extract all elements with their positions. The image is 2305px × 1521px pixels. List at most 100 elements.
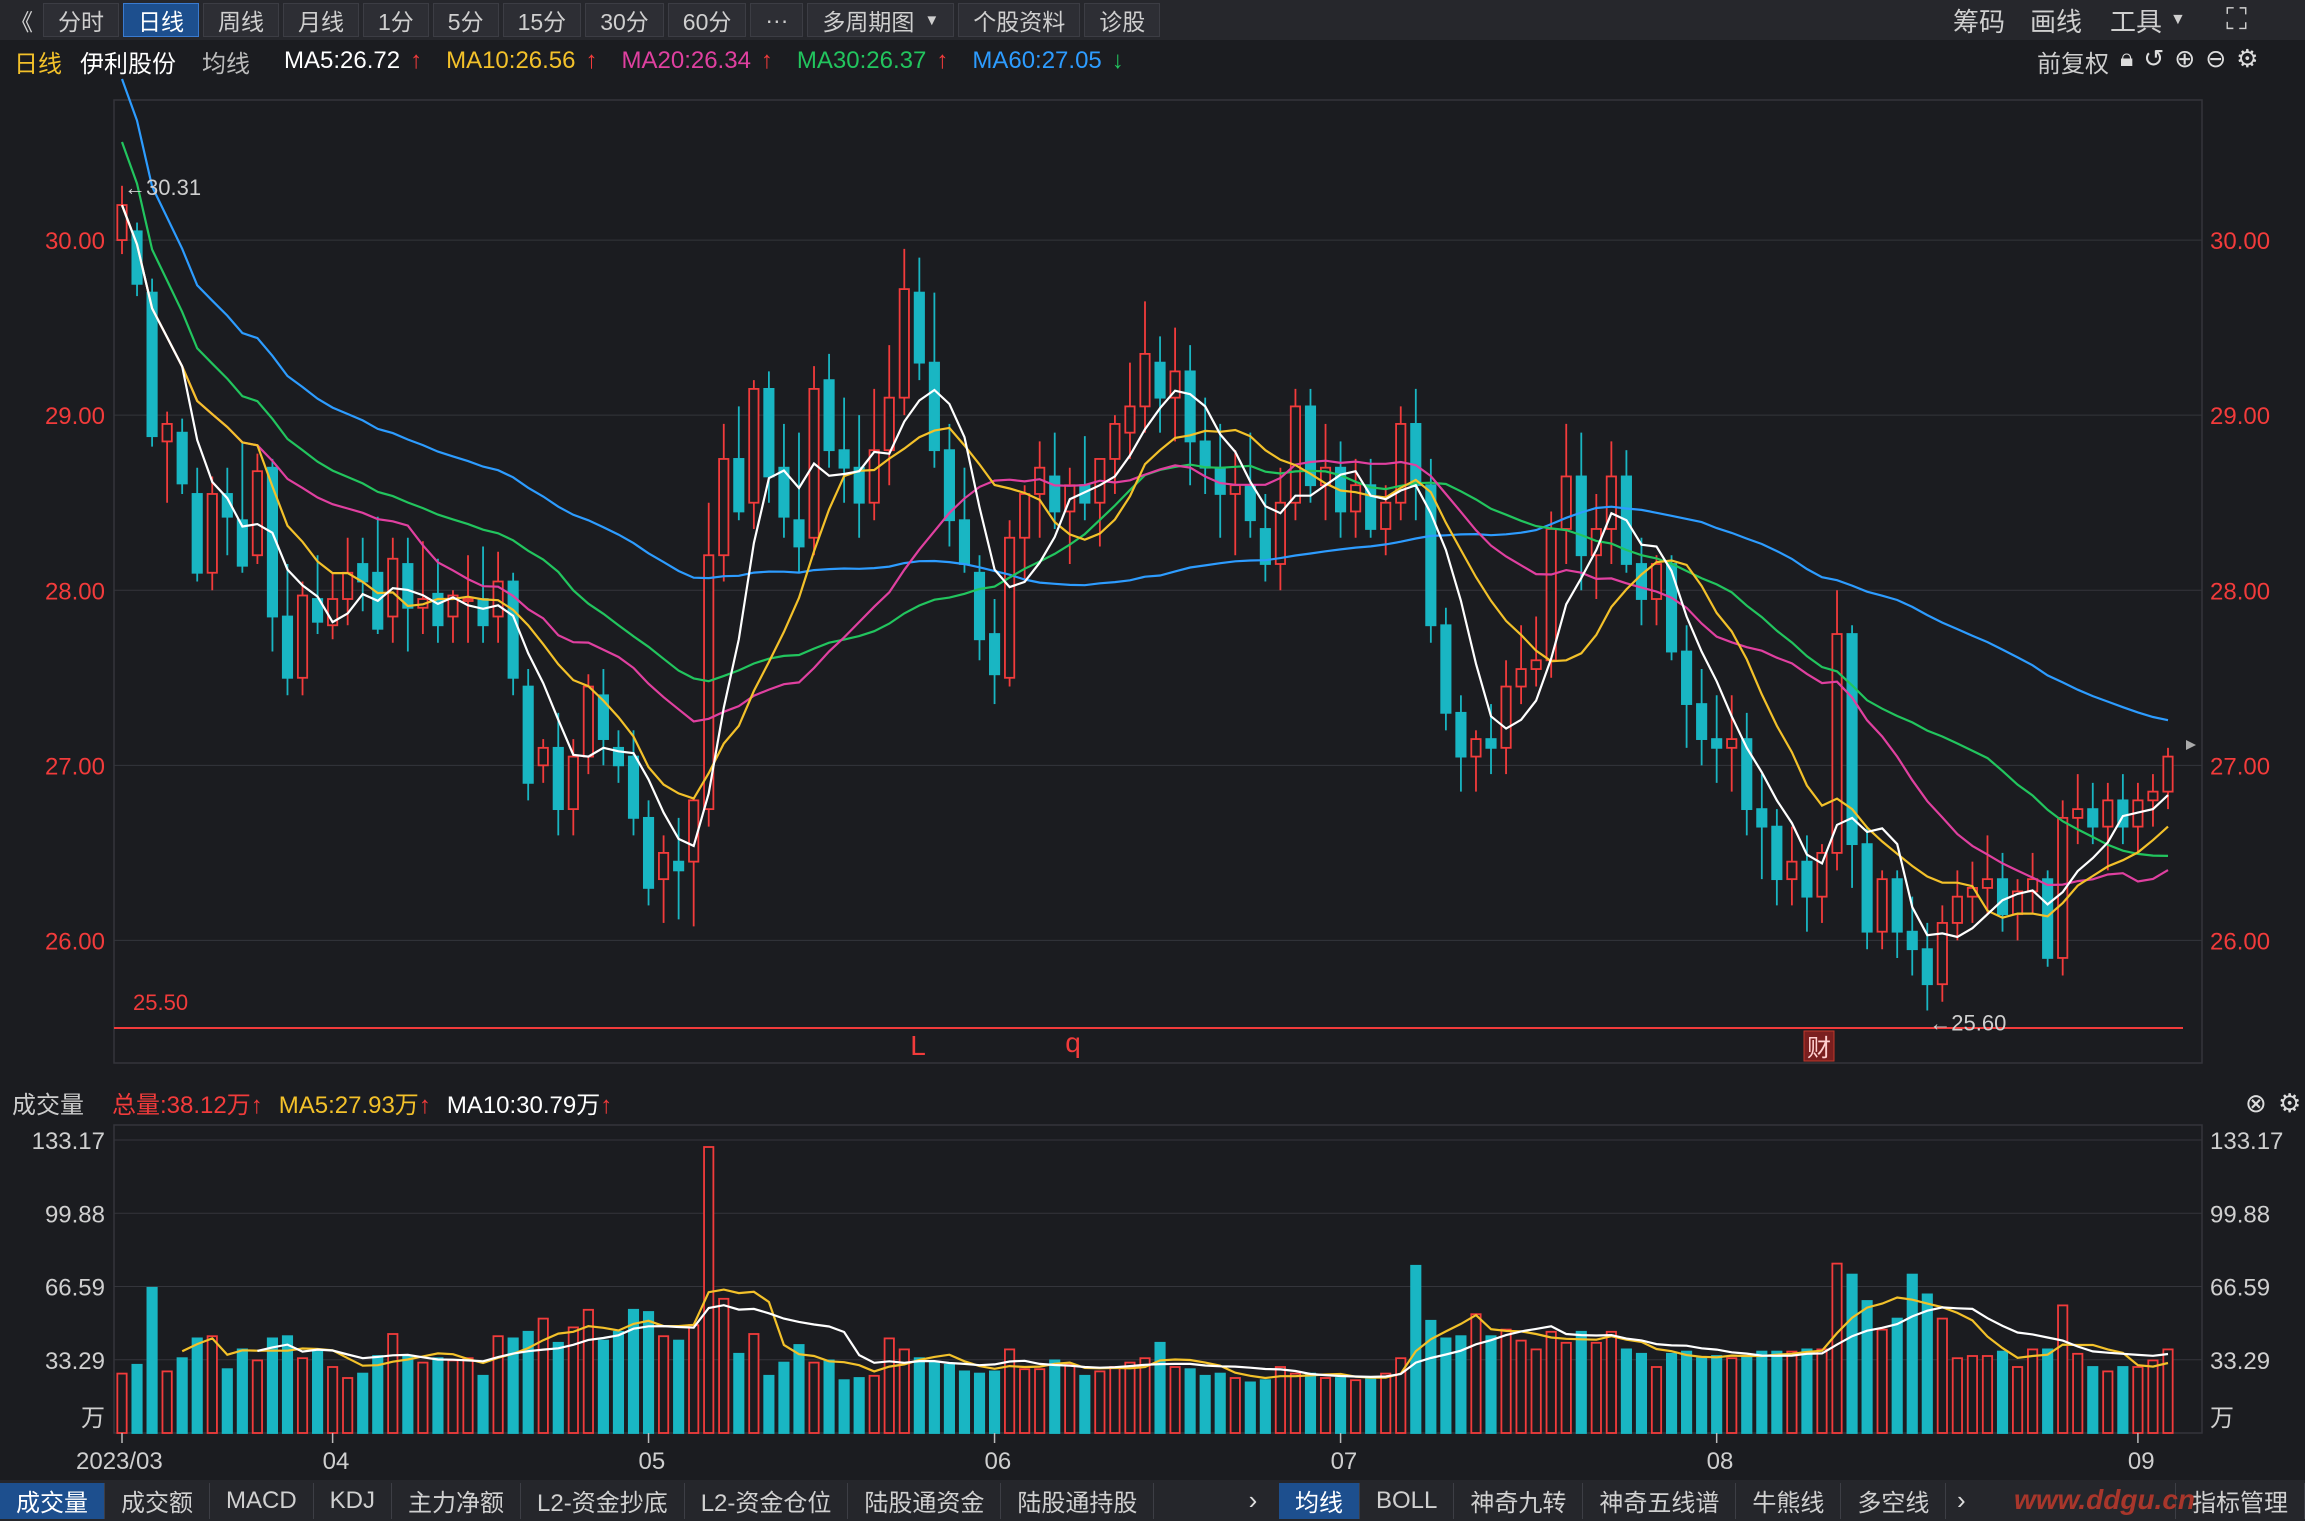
candle bbox=[1274, 501, 1286, 565]
candle bbox=[1891, 878, 1903, 933]
volume-bar bbox=[703, 1146, 715, 1434]
period-tab[interactable]: 60分 bbox=[667, 3, 747, 37]
volume-bar bbox=[958, 1370, 971, 1434]
overlay-tab[interactable]: 多空线 bbox=[1841, 1482, 1947, 1519]
candle bbox=[748, 387, 760, 504]
candle bbox=[793, 519, 805, 548]
price-panel-frame bbox=[113, 99, 2203, 1064]
volume-bar bbox=[2132, 1366, 2144, 1434]
indicator-tab[interactable]: 成交量 bbox=[0, 1482, 105, 1519]
volume-bar bbox=[477, 1374, 489, 1434]
volume-bar bbox=[1906, 1273, 1918, 1434]
price-tick-label: 30.00 bbox=[45, 228, 105, 255]
multi-period-dropdown[interactable]: 多周期图 ▼ bbox=[807, 3, 955, 37]
candle bbox=[1365, 484, 1377, 530]
volume-bar bbox=[1530, 1348, 1542, 1434]
candle bbox=[507, 580, 519, 679]
collapse-button[interactable]: 《 bbox=[10, 9, 33, 35]
fullscreen-icon[interactable]: ⛶ bbox=[2226, 3, 2247, 36]
draw-line-button[interactable]: 画线 bbox=[2030, 6, 2083, 37]
price-tick-label-right: 28.00 bbox=[2210, 578, 2270, 605]
arrow-up-icon: ↑ bbox=[585, 47, 598, 74]
chip-button[interactable]: 筹码 bbox=[1953, 6, 2006, 37]
tools-dropdown[interactable]: 工具 ▼ bbox=[2110, 0, 2186, 40]
candle bbox=[221, 493, 233, 518]
indicator-tab[interactable]: 陆股通持股 bbox=[1001, 1482, 1155, 1519]
period-tab[interactable]: 5分 bbox=[432, 3, 499, 37]
price-tick-label-right: 26.00 bbox=[2210, 928, 2270, 955]
candle bbox=[1019, 493, 1031, 539]
volume-bar bbox=[1184, 1368, 1196, 1434]
undo-icon[interactable]: ↺ bbox=[2143, 45, 2165, 73]
settings-gear-icon[interactable]: ⚙ bbox=[2236, 45, 2259, 73]
period-tab[interactable]: 15分 bbox=[502, 3, 582, 37]
volume-bar bbox=[988, 1370, 1001, 1434]
candle bbox=[1635, 563, 1648, 600]
candle bbox=[1199, 440, 1211, 469]
volume-bar bbox=[943, 1363, 955, 1434]
overlay-tabs: 均线 BOLL 神奇九转 神奇五线谱 牛熊线 多空线 bbox=[1279, 1482, 1947, 1519]
chevron-right-icon[interactable]: › bbox=[1248, 1485, 1258, 1515]
volume-bar bbox=[1650, 1366, 1663, 1434]
overlay-tab[interactable]: 神奇九转 bbox=[1454, 1482, 1584, 1519]
candle bbox=[296, 594, 309, 679]
indicator-tab[interactable]: 主力净额 bbox=[392, 1482, 522, 1519]
indicator-tab[interactable]: L2-资金抄底 bbox=[521, 1482, 685, 1519]
period-tab[interactable]: ··· bbox=[750, 3, 804, 37]
candles bbox=[116, 185, 2174, 1011]
ma10-line bbox=[120, 204, 2169, 919]
volume-bar bbox=[1951, 1357, 1963, 1434]
volume-bar bbox=[1726, 1357, 1738, 1434]
indicator-tab[interactable]: 成交额 bbox=[105, 1482, 210, 1519]
ma-label[interactable]: 均线 bbox=[202, 50, 250, 78]
candle bbox=[281, 615, 294, 679]
candle bbox=[1786, 860, 1798, 881]
chevron-right-icon[interactable]: › bbox=[1957, 1485, 1966, 1515]
volume-ma5: MA5:27.93万↑ bbox=[279, 1085, 431, 1120]
diagnose-button[interactable]: 诊股 bbox=[1084, 3, 1161, 37]
candle bbox=[357, 563, 369, 583]
overlay-tab[interactable]: BOLL bbox=[1360, 1482, 1455, 1519]
candle bbox=[552, 746, 564, 811]
volume-bar bbox=[1214, 1372, 1226, 1434]
period-tab[interactable]: 30分 bbox=[585, 3, 664, 37]
stock-profile-button[interactable]: 个股资料 bbox=[958, 3, 1081, 37]
indicator-tab[interactable]: MACD bbox=[210, 1482, 314, 1519]
period-tab[interactable]: 1分 bbox=[363, 3, 429, 37]
period-tab[interactable]: 周线 bbox=[203, 3, 279, 37]
date-label: 04 bbox=[323, 1448, 350, 1475]
period-tab[interactable]: 分时 bbox=[43, 3, 119, 37]
overlay-tab[interactable]: 牛熊线 bbox=[1736, 1482, 1842, 1519]
indicator-tab[interactable]: L2-资金仓位 bbox=[685, 1482, 849, 1519]
overlay-tab[interactable]: 神奇五线谱 bbox=[1583, 1482, 1737, 1519]
candle bbox=[1681, 650, 1693, 705]
ma-value-text: MA10:26.56 bbox=[446, 47, 576, 74]
volume-bar bbox=[1350, 1379, 1362, 1434]
panel-settings-icon[interactable]: ⚙ bbox=[2278, 1088, 2302, 1118]
volume-bar bbox=[718, 1297, 730, 1434]
period-tab[interactable]: 日线 bbox=[123, 3, 199, 37]
zoom-in-icon[interactable]: ⊕ bbox=[2174, 45, 2196, 73]
volume-bar bbox=[1801, 1348, 1813, 1434]
candle bbox=[718, 458, 730, 557]
volume-bar bbox=[673, 1339, 685, 1434]
adjust-mode[interactable]: 前复权 bbox=[2037, 51, 2109, 78]
volume-bar bbox=[552, 1341, 564, 1434]
volume-bar bbox=[116, 1372, 128, 1434]
indicator-manage-button[interactable]: 指标管理 bbox=[2175, 1482, 2305, 1519]
volume-bar bbox=[1094, 1370, 1106, 1434]
period-tab[interactable]: 月线 bbox=[283, 3, 359, 37]
overlay-tab[interactable]: 均线 bbox=[1279, 1482, 1360, 1519]
candle bbox=[1169, 370, 1181, 399]
indicator-tab[interactable]: 陆股通资金 bbox=[848, 1482, 1002, 1519]
candle bbox=[492, 580, 504, 618]
volume-bar bbox=[1124, 1361, 1136, 1434]
zoom-out-icon[interactable]: ⊖ bbox=[2205, 45, 2227, 73]
indicator-tab[interactable]: KDJ bbox=[314, 1482, 393, 1519]
close-panel-icon[interactable]: ⊗ bbox=[2245, 1088, 2267, 1118]
lock-icon[interactable]: 🔒︎ bbox=[2120, 44, 2134, 72]
volume-title[interactable]: 成交量 bbox=[12, 1091, 84, 1119]
volume-bar bbox=[898, 1348, 910, 1434]
stock-name[interactable]: 伊利股份 bbox=[80, 50, 176, 78]
candle bbox=[2042, 878, 2054, 959]
